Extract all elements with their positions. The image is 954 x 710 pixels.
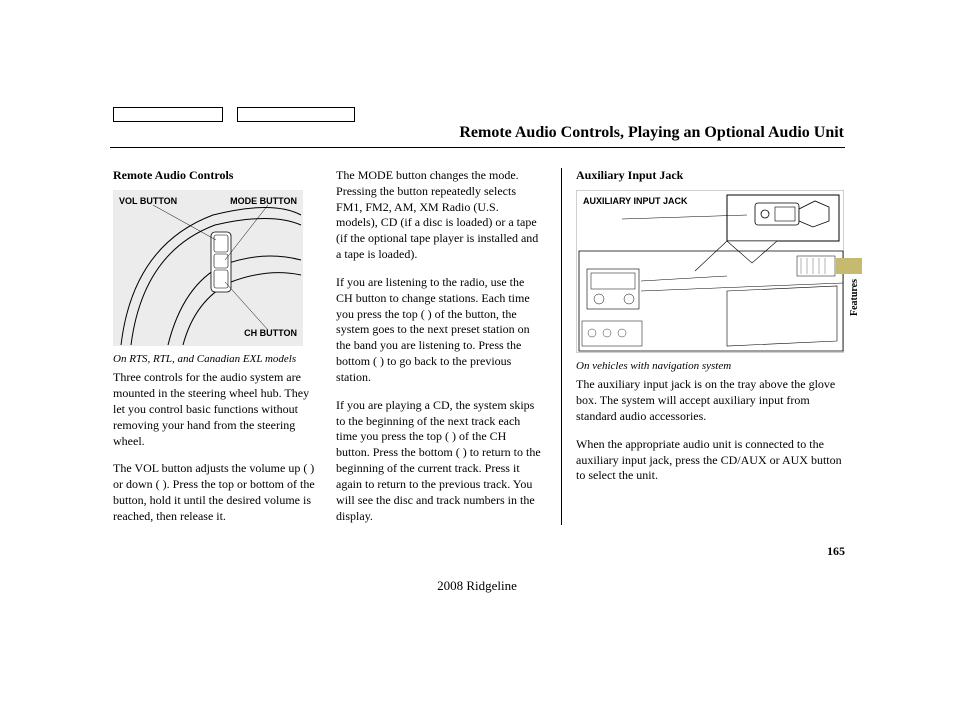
page-number: 165 <box>827 544 845 559</box>
col1-heading: Remote Audio Controls <box>113 168 316 184</box>
col3-para-1: The auxiliary input jack is on the tray … <box>576 377 843 424</box>
col2-para-2: If you are listening to the radio, use t… <box>336 275 541 386</box>
col1-para-2: The VOL button adjusts the volume up ( )… <box>113 461 316 524</box>
column-3: Auxiliary Input Jack AUXILIARY INPUT JAC… <box>561 168 843 525</box>
header-reference-boxes <box>113 107 365 127</box>
label-aux-jack-text: AUXILIARY INPUT JACK <box>583 196 688 206</box>
column-1: Remote Audio Controls VOL BUTTON MODE BU… <box>113 168 316 525</box>
steering-wheel-diagram: VOL BUTTON MODE BUTTON CH BUTTON <box>113 190 303 346</box>
steering-wheel-svg <box>113 190 303 346</box>
ref-box-2 <box>237 107 355 122</box>
title-rule <box>110 147 845 148</box>
content-columns: Remote Audio Controls VOL BUTTON MODE BU… <box>113 168 843 525</box>
col3-model-note: On vehicles with navigation system <box>576 359 843 374</box>
col2-para-3: If you are playing a CD, the system skip… <box>336 398 541 525</box>
col2-para-1: The MODE button changes the mode. Pressi… <box>336 168 541 263</box>
dashboard-svg <box>577 191 845 354</box>
ref-box-1 <box>113 107 223 122</box>
page-title: Remote Audio Controls, Playing an Option… <box>349 124 844 142</box>
section-tab <box>836 258 862 274</box>
dashboard-diagram: AUXILIARY INPUT JACK <box>576 190 844 353</box>
col1-model-note: On RTS, RTL, and Canadian EXL models <box>113 352 316 367</box>
col3-para-2: When the appropriate audio unit is conne… <box>576 437 843 484</box>
label-aux-jack: AUXILIARY INPUT JACK <box>583 197 688 207</box>
col1-para-1: Three controls for the audio system are … <box>113 370 316 449</box>
section-tab-label: Features <box>849 279 860 316</box>
footer-model-year: 2008 Ridgeline <box>0 578 954 594</box>
col3-heading: Auxiliary Input Jack <box>576 168 843 184</box>
column-2: The MODE button changes the mode. Pressi… <box>336 168 541 525</box>
